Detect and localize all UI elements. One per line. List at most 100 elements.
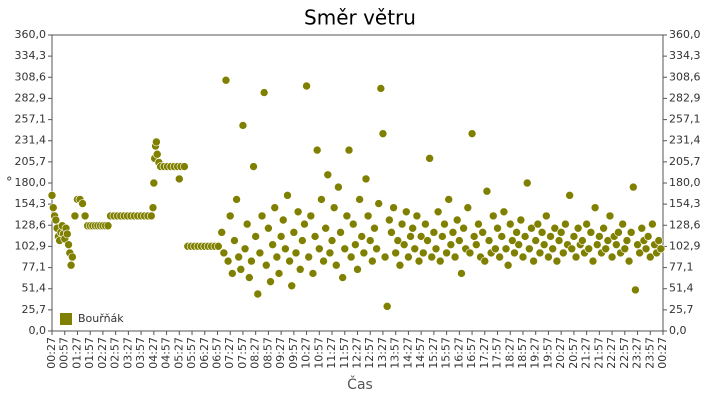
data-point xyxy=(304,252,314,262)
data-point xyxy=(654,236,664,245)
data-point xyxy=(455,236,464,245)
data-point xyxy=(302,81,311,91)
x-tick-label: 10:27 xyxy=(300,337,313,369)
data-point xyxy=(344,145,354,155)
data-point xyxy=(68,252,77,262)
data-point xyxy=(389,203,398,212)
data-point xyxy=(240,244,250,254)
y-tick-label: 25,7 xyxy=(22,303,47,316)
data-point xyxy=(148,203,158,212)
data-point xyxy=(408,223,417,233)
data-point xyxy=(180,162,189,171)
data-point xyxy=(264,223,273,233)
x-tick-label: 14:57 xyxy=(414,337,427,369)
data-point xyxy=(47,191,57,200)
data-point xyxy=(404,252,413,262)
data-point xyxy=(548,244,557,254)
data-point xyxy=(635,248,644,258)
data-point xyxy=(641,244,651,254)
data-point xyxy=(457,269,466,278)
data-point xyxy=(78,199,87,208)
data-point xyxy=(391,248,400,258)
data-point xyxy=(312,145,322,155)
data-point xyxy=(544,252,553,262)
data-point xyxy=(414,256,424,266)
data-point xyxy=(357,232,367,241)
data-point xyxy=(631,285,640,295)
y2-tick-label: 308,6 xyxy=(669,70,701,83)
data-point xyxy=(315,244,324,254)
data-point xyxy=(514,240,524,249)
y-tick-label: 231,4 xyxy=(15,134,47,147)
data-point xyxy=(346,252,356,262)
y2-tick-label: 257,1 xyxy=(669,113,701,126)
plot-area xyxy=(51,34,664,332)
data-point xyxy=(325,248,335,258)
y-tick-label: 77,1 xyxy=(22,261,47,274)
y2-tick-label: 77,1 xyxy=(669,261,694,274)
x-tick-label: 16:27 xyxy=(452,337,465,369)
data-point xyxy=(567,244,577,254)
data-point xyxy=(289,228,299,237)
y2-tick-label: 334,3 xyxy=(669,49,701,62)
data-point xyxy=(429,228,439,237)
x-tick-label: 00:27 xyxy=(656,337,669,369)
x-tick-label: 22:27 xyxy=(605,337,618,369)
data-point xyxy=(401,207,411,217)
data-point xyxy=(493,223,502,233)
x-axis-title: Čas xyxy=(347,375,373,393)
x-tick-label: 13:27 xyxy=(376,337,389,369)
data-point xyxy=(645,252,655,262)
data-point xyxy=(276,232,286,241)
data-point xyxy=(214,242,223,251)
data-point xyxy=(327,236,337,245)
data-point xyxy=(595,232,604,241)
data-point xyxy=(421,219,430,229)
x-tick-label: 17:27 xyxy=(478,337,491,369)
data-point xyxy=(550,223,560,233)
data-point xyxy=(497,232,507,241)
legend-label: Bouřňák xyxy=(78,312,124,325)
y-tick-label: 257,1 xyxy=(15,113,47,126)
x-tick-label: 02:57 xyxy=(109,337,122,369)
data-point xyxy=(385,215,394,225)
data-point xyxy=(370,223,379,233)
y-tick-label: 0,0 xyxy=(29,324,47,337)
data-point xyxy=(380,252,390,262)
data-point xyxy=(518,252,528,262)
data-point xyxy=(295,265,305,274)
y2-tick-label: 180,0 xyxy=(669,176,701,189)
data-point xyxy=(245,273,254,282)
data-point xyxy=(431,244,441,254)
data-point xyxy=(310,232,320,241)
data-point xyxy=(569,232,579,241)
data-point xyxy=(516,215,526,225)
data-point xyxy=(217,228,227,237)
data-point xyxy=(340,244,350,254)
data-point xyxy=(321,223,330,233)
x-tick-label: 11:57 xyxy=(338,337,351,369)
x-tick-label: 19:27 xyxy=(529,337,542,369)
data-point xyxy=(259,88,269,97)
data-point xyxy=(399,240,409,249)
data-point xyxy=(257,211,267,221)
data-point xyxy=(363,211,373,221)
x-tick-label: 11:27 xyxy=(325,337,338,369)
data-point xyxy=(480,256,490,266)
data-point xyxy=(317,195,326,204)
data-point xyxy=(228,269,237,278)
data-point xyxy=(80,211,90,221)
data-point xyxy=(599,223,608,233)
data-point xyxy=(348,219,358,229)
data-point xyxy=(382,302,392,311)
data-point xyxy=(438,232,447,241)
x-tick-label: 13:57 xyxy=(389,337,402,369)
x-tick-label: 03:27 xyxy=(121,337,134,369)
data-point xyxy=(355,195,364,204)
data-point xyxy=(51,215,61,225)
y-tick-label: 180,0 xyxy=(15,176,47,189)
data-point xyxy=(637,223,647,233)
y-axis-title: ° xyxy=(6,176,13,191)
data-point xyxy=(522,178,532,188)
